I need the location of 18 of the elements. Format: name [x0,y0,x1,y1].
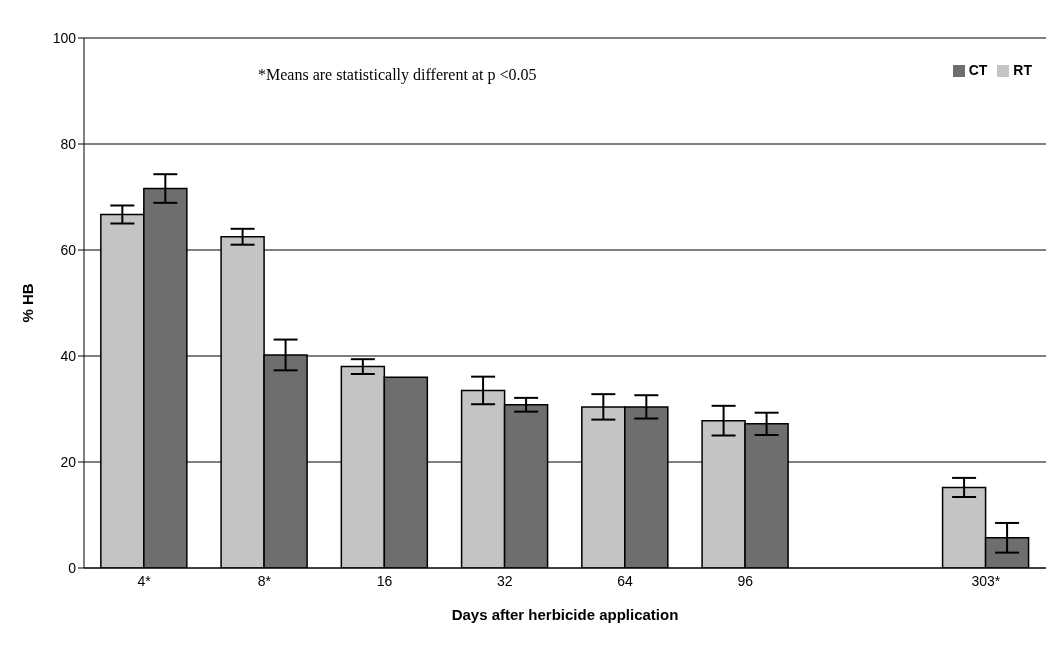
x-tick-label: 64 [617,572,634,589]
x-tick-label: 303* [971,572,1001,589]
legend-label: RT [1013,62,1032,78]
y-tick-label: 20 [60,453,77,470]
x-axis-title: Days after herbicide application [451,606,679,623]
legend-label: CT [968,62,988,78]
x-tick-label: 16 [376,572,393,589]
y-tick-label: 80 [60,135,77,152]
annotation: *Means are statistically different at p <0.05 [258,66,537,84]
y-tick-label: 0 [68,559,77,576]
x-tick-label: 96 [737,572,754,589]
x-tick-label: 8* [257,572,272,589]
y-tick-label: 60 [60,241,77,258]
x-tick-label: 32 [497,572,513,589]
x-tick-label: 4* [137,572,152,589]
y-axis-title: % HB [19,283,37,323]
y-tick-label: 100 [52,29,77,46]
y-tick-label: 40 [60,347,77,364]
